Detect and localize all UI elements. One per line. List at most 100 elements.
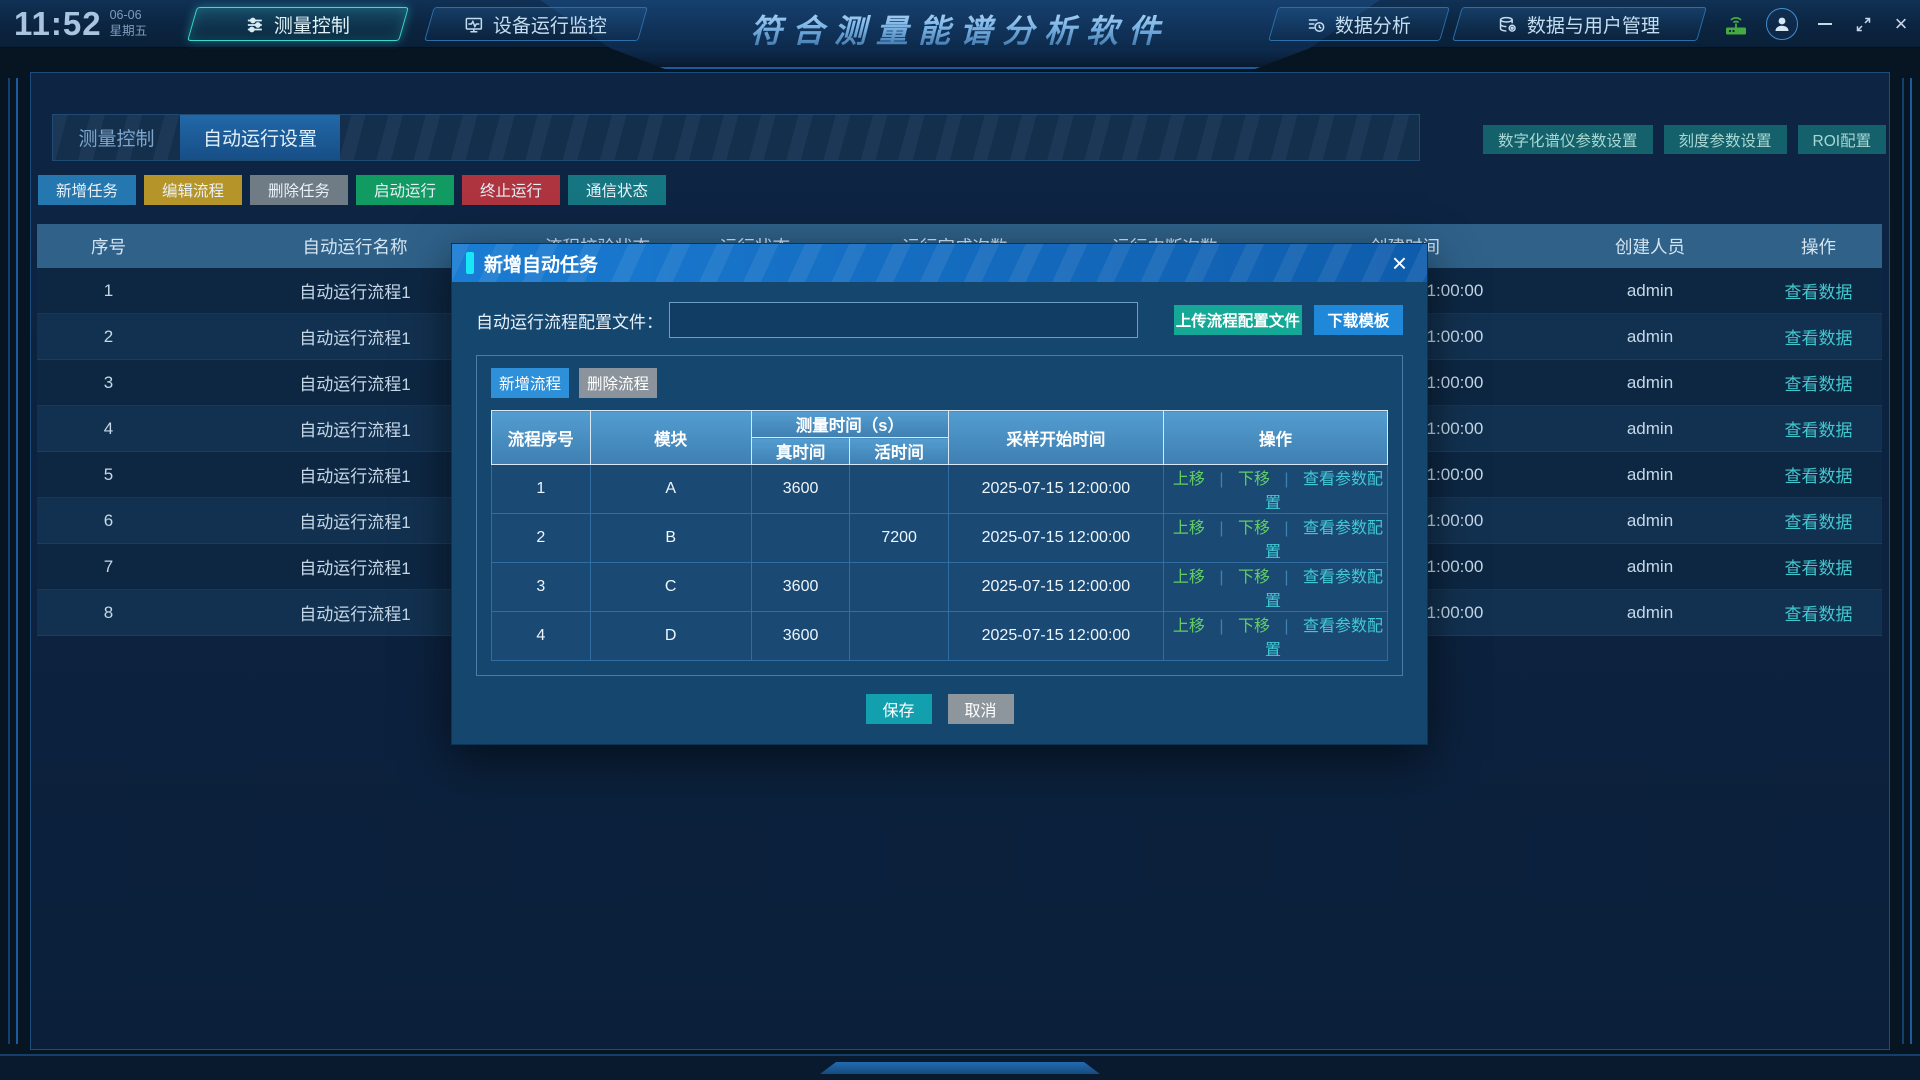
view-data-link[interactable]: 查看数据 xyxy=(1784,513,1853,532)
flow-cell-real-time: 3600 xyxy=(750,562,851,612)
flow-table-body: 1 A 3600 2025-07-15 12:00:00 上移 | 下移 | 查… xyxy=(491,464,1389,661)
cell-seq: 7 xyxy=(103,556,114,576)
view-params-link[interactable]: 查看参数配置 xyxy=(1264,569,1384,610)
flow-cell-module: B xyxy=(589,513,752,563)
move-down-link[interactable]: 下移 xyxy=(1237,471,1270,488)
view-data-link[interactable]: 查看数据 xyxy=(1784,329,1853,348)
save-button[interactable]: 保存 xyxy=(865,694,932,724)
cell-seq: 6 xyxy=(103,510,114,530)
separator: | xyxy=(1284,471,1289,488)
flow-cell-start-time: 2025-07-15 12:00:00 xyxy=(947,464,1164,514)
move-down-link[interactable]: 下移 xyxy=(1237,618,1270,635)
flow-cell-module: A xyxy=(589,464,752,514)
col-header-seq: 序号 xyxy=(91,236,126,257)
edit-flow-button[interactable]: 编辑流程 xyxy=(144,175,242,205)
flow-cell-seq: 2 xyxy=(491,513,591,563)
flow-table-row: 1 A 3600 2025-07-15 12:00:00 上移 | 下移 | 查… xyxy=(491,464,1389,514)
flow-cell-real-time xyxy=(750,513,851,563)
flow-cell-real-time: 3600 xyxy=(750,611,851,661)
view-params-link[interactable]: 查看参数配置 xyxy=(1264,618,1384,659)
flow-cell-seq: 4 xyxy=(491,611,591,661)
delete-flow-button[interactable]: 删除流程 xyxy=(579,368,657,398)
maximize-icon[interactable] xyxy=(1852,13,1874,35)
flow-table-row: 2 B 7200 2025-07-15 12:00:00 上移 | 下移 | 查… xyxy=(491,513,1389,563)
cell-creator: admin xyxy=(1626,280,1674,300)
clock-time: 11:52 xyxy=(14,5,102,42)
user-avatar-icon[interactable] xyxy=(1766,8,1798,40)
roi-config-button[interactable]: ROI配置 xyxy=(1797,125,1887,154)
view-data-link[interactable]: 查看数据 xyxy=(1784,605,1853,624)
cell-name: 自动运行流程1 xyxy=(299,605,411,624)
add-task-button[interactable]: 新增任务 xyxy=(38,175,136,205)
subtab-auto-run-settings[interactable]: 自动运行设置 xyxy=(180,115,340,160)
move-up-link[interactable]: 上移 xyxy=(1172,471,1205,488)
comm-status-button[interactable]: 通信状态 xyxy=(568,175,666,205)
view-params-link[interactable]: 查看参数配置 xyxy=(1264,471,1384,512)
move-down-link[interactable]: 下移 xyxy=(1237,569,1270,586)
flow-cell-start-time: 2025-07-15 12:00:00 xyxy=(947,611,1164,661)
view-data-link[interactable]: 查看数据 xyxy=(1784,467,1853,486)
move-up-link[interactable]: 上移 xyxy=(1172,618,1205,635)
nav-tab-measure-control[interactable]: 测量控制 xyxy=(187,7,409,41)
flow-button-group: 新增流程 删除流程 xyxy=(491,368,1388,398)
modal-close-icon[interactable]: × xyxy=(1391,248,1407,278)
nav-tab-device-monitor[interactable]: 设备运行监控 xyxy=(424,7,648,41)
view-params-link[interactable]: 查看参数配置 xyxy=(1264,520,1384,561)
col-header-operation: 操作 xyxy=(1801,236,1836,257)
modal-body: 自动运行流程配置文件： 上传流程配置文件 下载模板 新增流程 删除流程 xyxy=(452,282,1427,744)
flow-table-row: 3 C 3600 2025-07-15 12:00:00 上移 | 下移 | 查… xyxy=(491,562,1389,612)
flow-col-module: 模块 xyxy=(589,410,752,465)
move-up-link[interactable]: 上移 xyxy=(1172,569,1205,586)
move-down-link[interactable]: 下移 xyxy=(1237,520,1270,537)
date-value: 06-06 xyxy=(109,8,142,23)
accent-bar xyxy=(466,252,474,274)
flow-cell-operations: 上移 | 下移 | 查看参数配置 xyxy=(1162,513,1389,563)
stop-run-button[interactable]: 终止运行 xyxy=(462,175,560,205)
weekday-value: 星期五 xyxy=(109,24,148,38)
sliders-icon xyxy=(245,14,265,34)
cell-seq: 1 xyxy=(103,280,114,300)
cell-name: 自动运行流程1 xyxy=(299,329,411,348)
calibration-params-button[interactable]: 刻度参数设置 xyxy=(1663,125,1787,154)
config-button-group: 数字化谱仪参数设置 刻度参数设置 ROI配置 xyxy=(1483,125,1887,154)
clock-date: 06-06 星期五 xyxy=(110,8,148,39)
add-auto-task-modal: 新增自动任务 × 自动运行流程配置文件： 上传流程配置文件 下载模板 新增流程 … xyxy=(451,243,1428,745)
nav-tab-label: 设备运行监控 xyxy=(493,15,608,37)
flow-cell-operations: 上移 | 下移 | 查看参数配置 xyxy=(1162,464,1389,514)
view-data-link[interactable]: 查看数据 xyxy=(1784,283,1853,302)
view-data-link[interactable]: 查看数据 xyxy=(1784,421,1853,440)
bottom-notch-decoration xyxy=(820,1062,1100,1074)
flow-list-panel: 新增流程 删除流程 流程序号 模块 测量时间（s） 采样开始时间 xyxy=(476,355,1403,676)
cell-creator: admin xyxy=(1626,418,1674,438)
flow-cell-seq: 3 xyxy=(491,562,591,612)
flow-cell-module: D xyxy=(589,611,752,661)
flow-col-seq: 流程序号 xyxy=(491,410,591,465)
config-file-input[interactable] xyxy=(669,302,1138,338)
flow-cell-live-time xyxy=(849,562,949,612)
subtab-measure-control[interactable]: 测量控制 xyxy=(78,129,155,150)
add-flow-button[interactable]: 新增流程 xyxy=(491,368,569,398)
nav-tab-label: 测量控制 xyxy=(274,15,351,37)
view-data-link[interactable]: 查看数据 xyxy=(1784,559,1853,578)
flow-cell-live-time: 7200 xyxy=(849,513,949,563)
nav-tab-data-user-mgmt[interactable]: 数据与用户管理 xyxy=(1452,7,1707,41)
view-data-link[interactable]: 查看数据 xyxy=(1784,375,1853,394)
start-run-button[interactable]: 启动运行 xyxy=(356,175,454,205)
move-up-link[interactable]: 上移 xyxy=(1172,520,1205,537)
digitizer-params-button[interactable]: 数字化谱仪参数设置 xyxy=(1483,125,1653,154)
download-template-button[interactable]: 下载模板 xyxy=(1313,305,1403,335)
cancel-button[interactable]: 取消 xyxy=(947,694,1014,724)
separator: | xyxy=(1284,520,1289,537)
minimize-icon[interactable] xyxy=(1814,13,1836,35)
network-device-icon[interactable] xyxy=(1722,11,1750,37)
cell-creator: admin xyxy=(1626,326,1674,346)
flow-cell-operations: 上移 | 下移 | 查看参数配置 xyxy=(1162,562,1389,612)
cell-seq: 2 xyxy=(103,326,114,346)
upload-config-button[interactable]: 上传流程配置文件 xyxy=(1173,305,1302,335)
delete-task-button[interactable]: 删除任务 xyxy=(250,175,348,205)
col-header-name: 自动运行名称 xyxy=(302,236,408,257)
modal-footer: 保存 取消 xyxy=(476,694,1403,724)
close-icon[interactable]: × xyxy=(1894,11,1908,36)
nav-tab-data-analysis[interactable]: 数据分析 xyxy=(1268,7,1450,41)
